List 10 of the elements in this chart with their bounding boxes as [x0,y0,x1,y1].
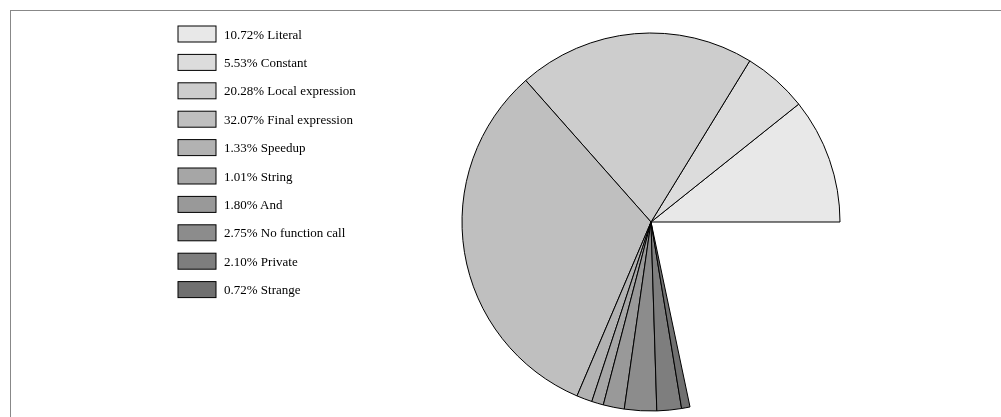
legend-label: 0.72% Strange [224,282,301,298]
legend-label: 1.80% And [224,196,283,212]
legend-label: 2.75% No function call [224,225,346,241]
legend-label: 5.53% Constant [224,54,308,70]
legend-label: 2.10% Private [224,253,298,269]
legend-label: 1.01% String [224,168,294,184]
legend-label: 1.33% Speedup [224,140,306,156]
legend-label: 10.72% Literal [224,26,303,42]
legend-label: 32.07% Final expression [224,111,354,127]
legend-label: 20.28% Local expression [224,83,357,99]
